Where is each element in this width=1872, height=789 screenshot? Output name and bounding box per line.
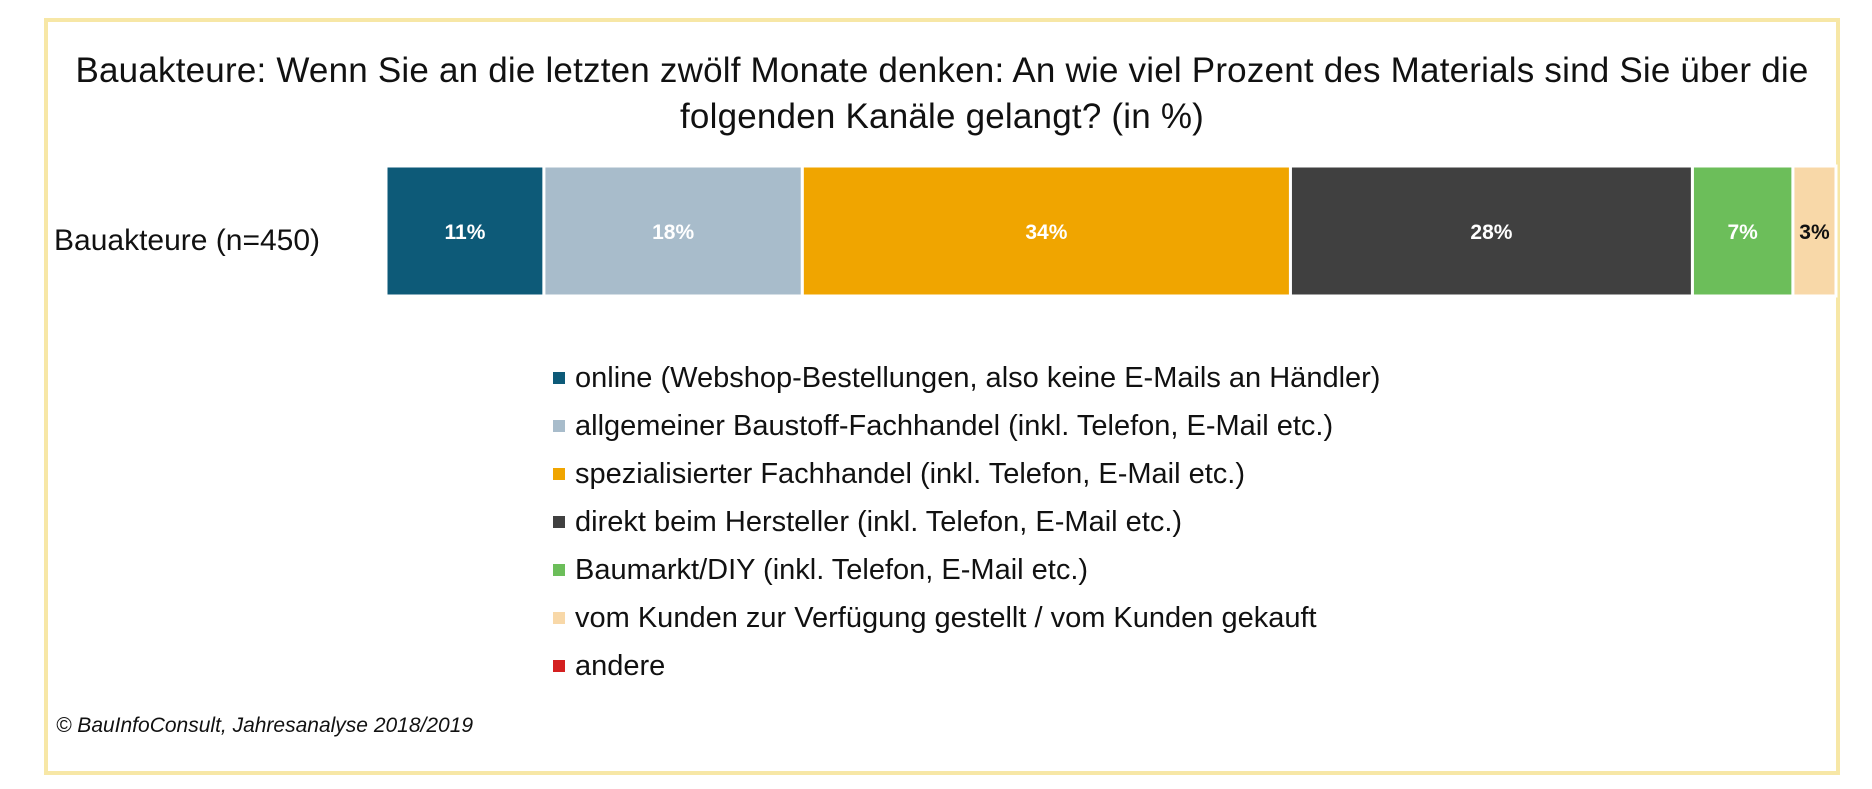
data-label: 3%	[1799, 221, 1830, 244]
legend-label: andere	[575, 650, 666, 682]
category-label: Bauakteure (n=450)	[54, 224, 321, 257]
legend-swatch	[553, 468, 565, 480]
legend-swatch	[553, 612, 565, 624]
data-label: 11%	[445, 221, 486, 244]
legend-swatch	[553, 516, 565, 528]
legend-label: vom Kunden zur Verfügung gestellt / vom …	[575, 602, 1317, 634]
legend-label: online (Webshop-Bestellungen, also keine…	[575, 362, 1381, 394]
data-label: 28%	[1470, 221, 1512, 244]
stacked-bar-chart: 11% 18% 34% 28% 7% 3%	[384, 164, 1838, 298]
bar-segment	[542, 164, 804, 298]
legend-label: allgemeiner Baustoff-Fachhandel (inkl. T…	[575, 410, 1334, 442]
source-note: © BauInfoConsult, Jahresanalyse 2018/201…	[56, 714, 474, 737]
data-label: 34%	[1025, 221, 1067, 244]
legend-swatch	[553, 372, 565, 384]
legend-label: spezialisierter Fachhandel (inkl. Telefo…	[575, 458, 1245, 490]
bar-segment	[1791, 164, 1838, 298]
legend-swatch	[553, 420, 565, 432]
legend-swatch	[553, 660, 565, 672]
legend-swatch	[553, 564, 565, 576]
data-label: 18%	[652, 221, 694, 244]
data-label: 7%	[1728, 221, 1759, 244]
chart-frame: Bauakteure: Wenn Sie an die letzten zwöl…	[44, 18, 1840, 775]
legend-label: Baumarkt/DIY (inkl. Telefon, E-Mail etc.…	[575, 554, 1089, 586]
legend-label: direkt beim Hersteller (inkl. Telefon, E…	[575, 506, 1183, 538]
chart-title: Bauakteure: Wenn Sie an die letzten zwöl…	[75, 51, 1809, 136]
